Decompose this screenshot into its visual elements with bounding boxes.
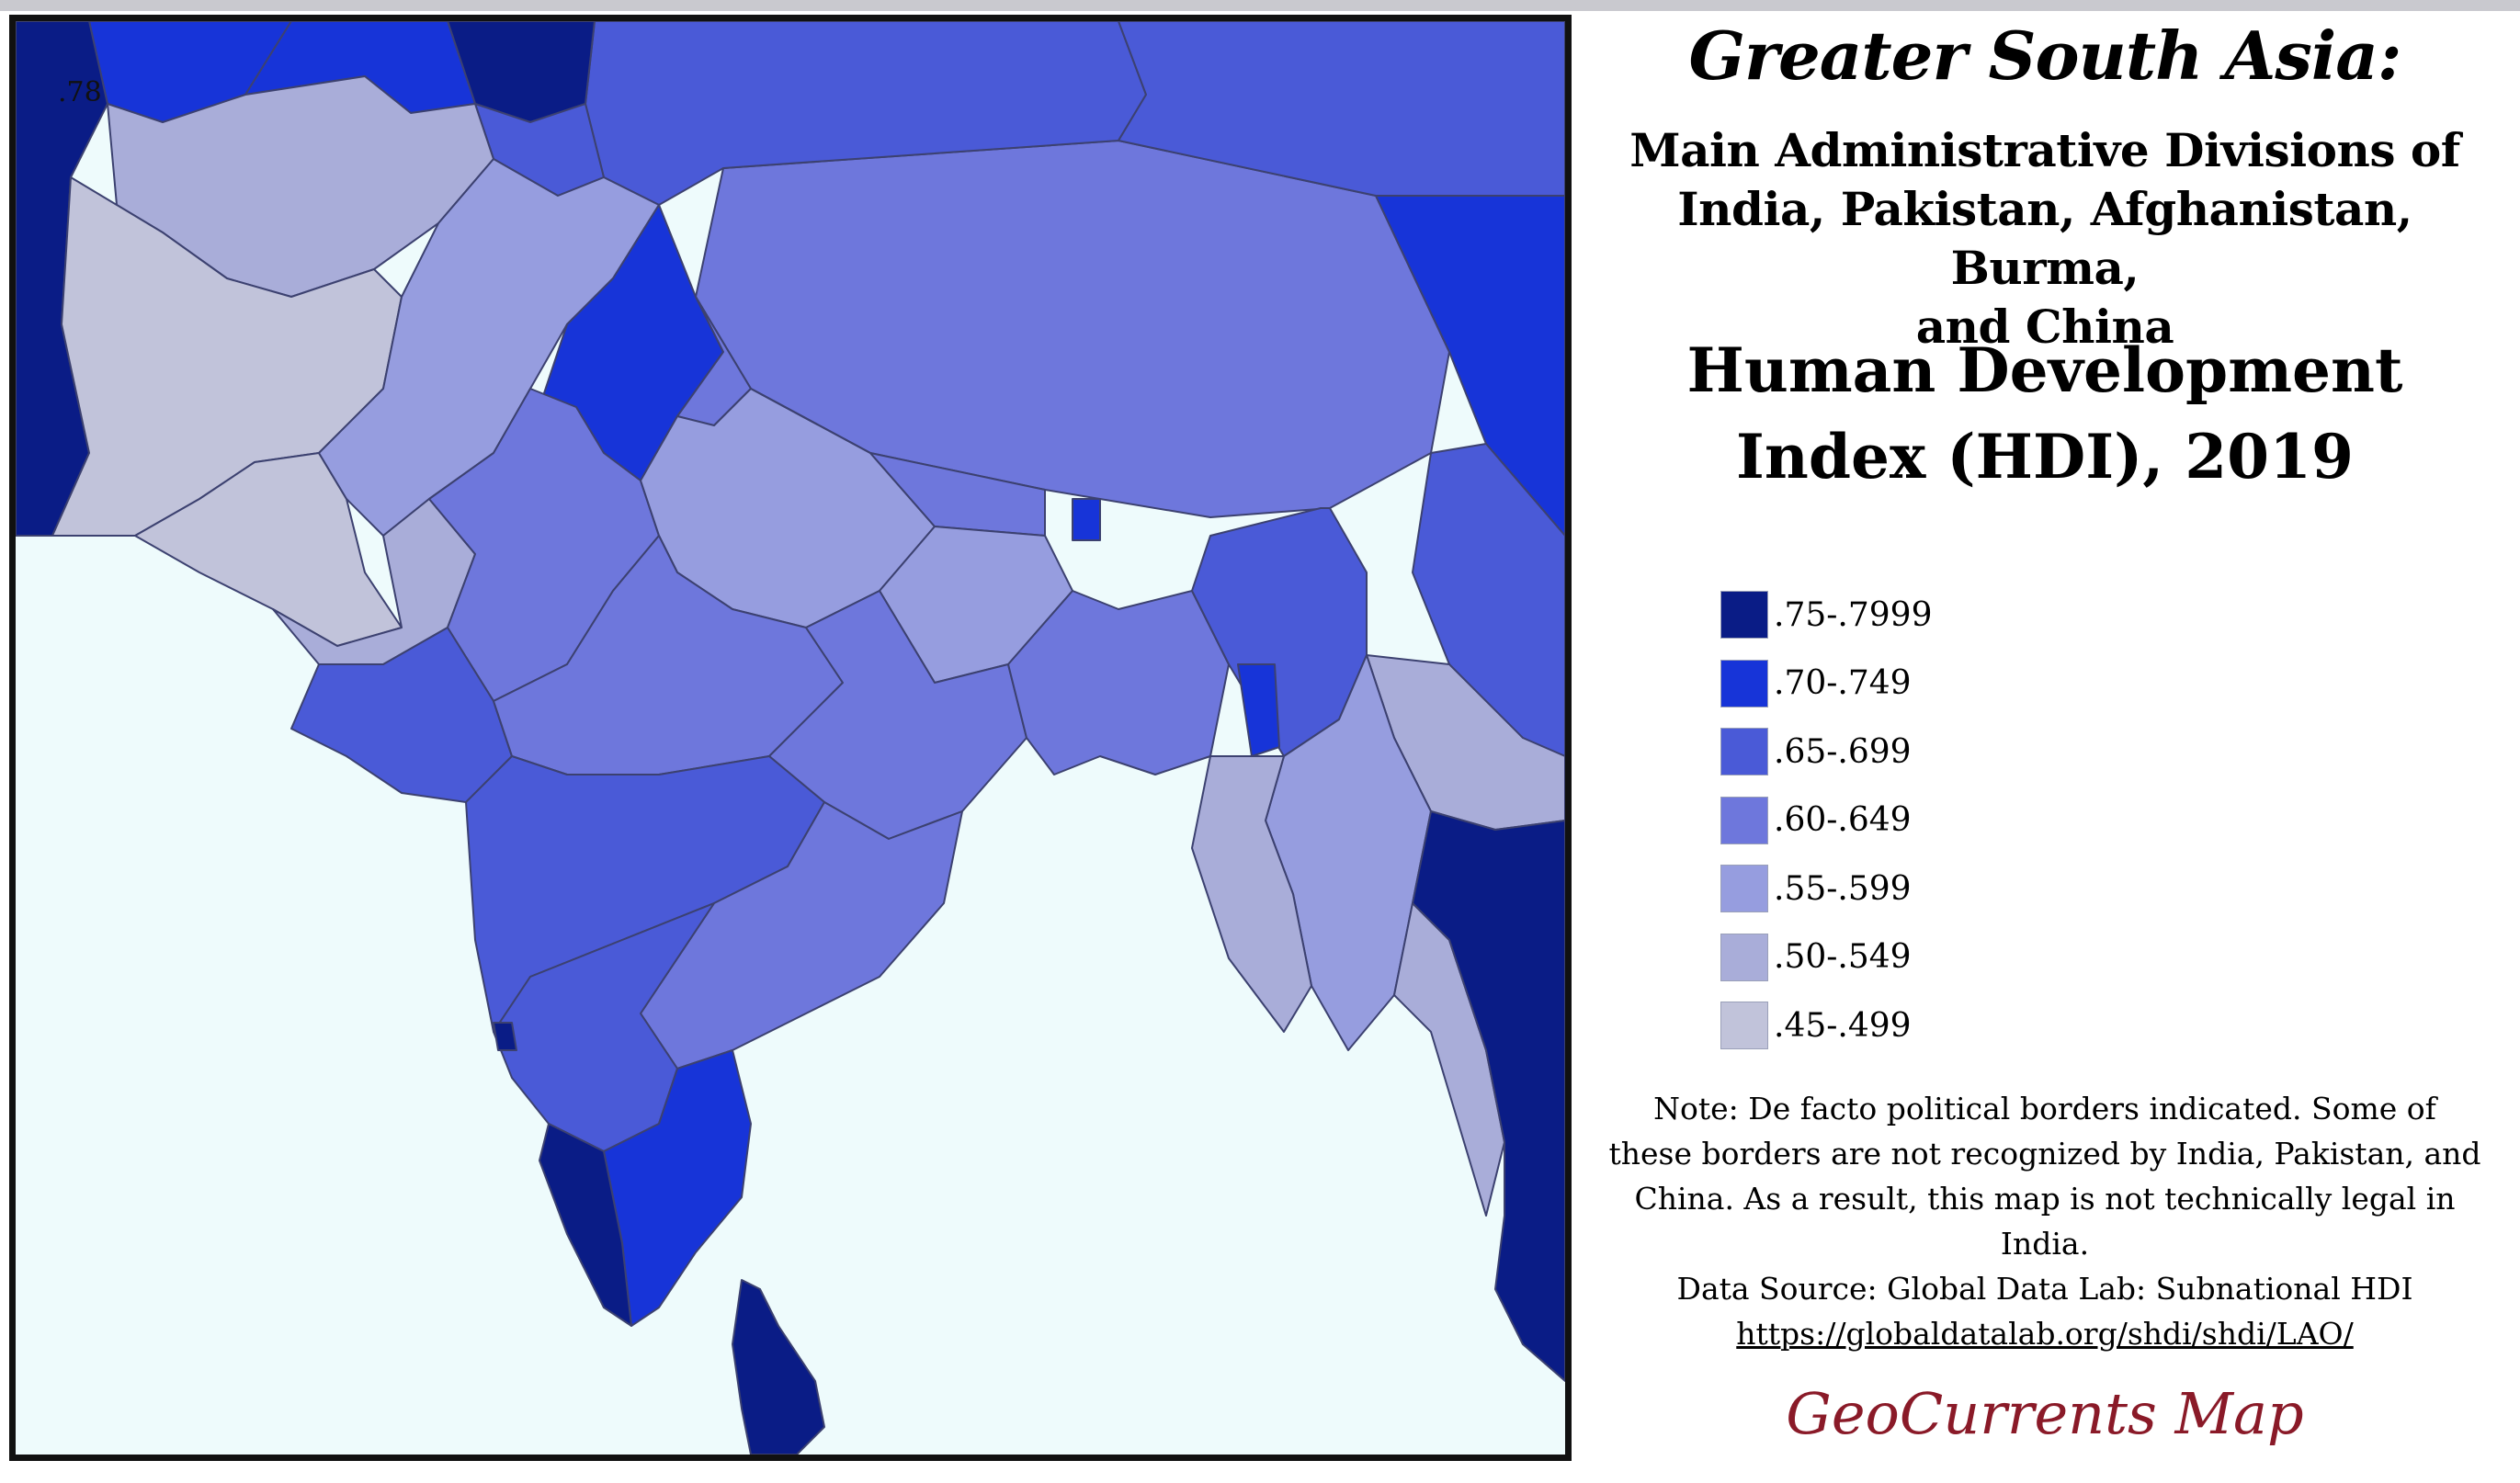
legend-swatch [1720,933,1768,981]
note-text: Note: De facto political borders indicat… [1608,1091,2481,1262]
legend-item: .60-.649 [1720,787,1932,855]
legend-swatch [1720,865,1768,913]
region-sri-lanka [732,1279,825,1455]
legend-swatch [1720,1002,1768,1050]
legend-item: .75-.7999 [1720,581,1932,650]
hdi-map [16,21,1565,1455]
legend-item: .45-.499 [1720,991,1932,1060]
legend-label: .55-.599 [1774,869,1912,908]
legend-swatch [1720,591,1768,640]
heading-line: Human Development [1686,334,2403,406]
legend-item: .55-.599 [1720,855,1932,923]
corner-value-label: .78 [58,76,102,108]
region-shan [1191,755,1312,1033]
region-goa [493,1022,517,1051]
region-mizoram [1237,663,1280,757]
source-link[interactable]: https://globaldatalab.org/shdi/shdi/LAO/ [1736,1316,2354,1352]
subtitle-line: India, Pakistan, Afghanistan, Burma, [1677,182,2412,295]
map-frame: .78 [9,15,1572,1461]
top-strip [0,0,2520,11]
legend-swatch [1720,796,1768,844]
region-kerala [539,1123,632,1327]
data-source: Data Source: Global Data Lab: Subnationa… [1676,1271,2413,1307]
region-thailand [1412,810,1565,1382]
subtitle-line: and China [1915,300,2174,354]
legend-item: .65-.699 [1720,718,1932,787]
legend-item: .70-.749 [1720,650,1932,719]
legend-swatch [1720,659,1768,708]
legend-label: .75-.7999 [1774,595,1933,634]
legend-label: .45-.499 [1774,1006,1912,1045]
brand-logo: GeoCurrents Map [1786,1380,2304,1447]
legend-swatch [1720,728,1768,776]
legend: .75-.7999 .70-.749 .65-.699 .60-.649 .55… [1720,581,1932,1060]
map-title: Greater South Asia: [1688,17,2402,95]
region-sikkim [1072,498,1101,541]
region-gansu [1375,195,1565,537]
info-panel: Greater South Asia: Main Administrative … [1581,0,2509,1483]
legend-label: .70-.749 [1774,664,1912,703]
subtitle-line: Main Administrative Divisions of [1629,123,2460,177]
legend-label: .65-.699 [1774,732,1912,771]
heading-line: Index (HDI), 2019 [1736,421,2354,492]
legend-item: .50-.549 [1720,923,1932,992]
map-heading: Human Development Index (HDI), 2019 [1581,327,2509,500]
region-balochistan [134,452,403,647]
legend-label: .60-.649 [1774,801,1912,840]
region-punjab-pk [318,158,660,537]
map-subtitle: Main Administrative Divisions of India, … [1581,121,2509,357]
legend-label: .50-.549 [1774,938,1912,977]
note-block: Note: De facto political borders indicat… [1608,1086,2481,1356]
